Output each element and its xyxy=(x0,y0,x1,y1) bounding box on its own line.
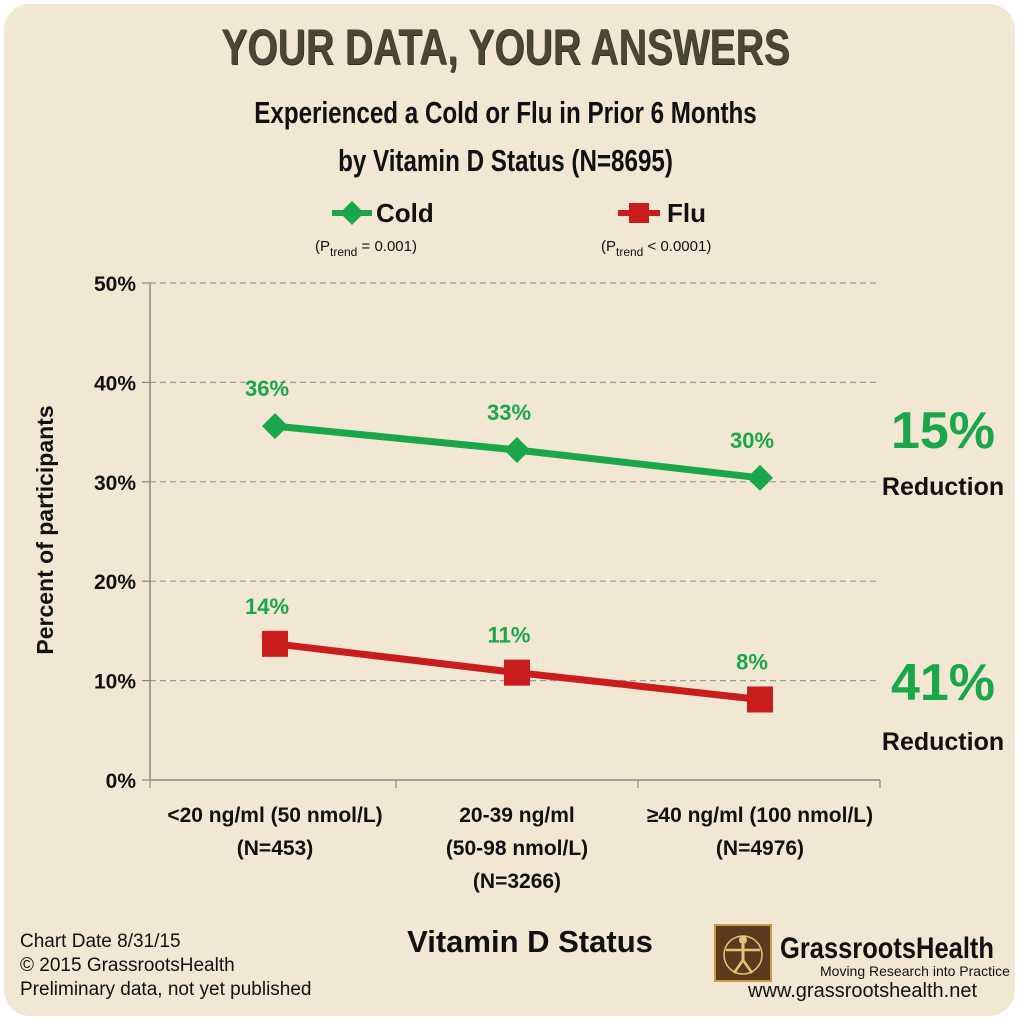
data-label-cold: 36% xyxy=(245,376,289,401)
data-label-cold: 33% xyxy=(487,400,531,425)
x-category-label: ≥40 ng/ml (100 nmol/L) xyxy=(647,804,873,827)
cold-reduction-value: 15% xyxy=(891,402,995,460)
cold-point xyxy=(504,436,530,463)
flu-reduction-value: 41% xyxy=(891,654,995,712)
cold-reduction-label: Reduction xyxy=(882,473,1004,501)
data-label-flu: 8% xyxy=(736,649,768,674)
legend-flu-marker xyxy=(629,203,649,223)
x-axis-title: Vitamin D Status xyxy=(407,924,653,959)
y-tick-label: 20% xyxy=(94,571,136,594)
legend-cold-marker xyxy=(340,201,364,225)
y-tick-label: 0% xyxy=(106,770,137,793)
subtitle-line-1: Experienced a Cold or Flu in Prior 6 Mon… xyxy=(254,95,757,130)
x-category-label: (N=4976) xyxy=(716,837,804,860)
y-tick-label: 10% xyxy=(94,671,136,694)
y-tick-label: 40% xyxy=(94,372,136,395)
flu-point xyxy=(262,630,288,657)
copyright: © 2015 GrassrootsHealth xyxy=(20,955,235,976)
chart-card xyxy=(4,4,1015,1016)
series xyxy=(262,413,773,713)
chart-date: Chart Date 8/31/15 xyxy=(20,931,181,952)
brand-tagline: Moving Research into Practice xyxy=(820,963,1010,979)
vitruvian-man-logo-icon xyxy=(714,924,772,982)
y-tick-label: 50% xyxy=(94,273,136,296)
axes: 0% 10% 20% 30% 40% 50% <20 ng/ml (50 nmol/L) (N… xyxy=(94,273,881,893)
data-label-cold: 30% xyxy=(730,428,774,453)
grid xyxy=(150,282,880,682)
y-axis-title: Percent of participants xyxy=(32,405,58,654)
preliminary-note: Preliminary data, not yet published xyxy=(20,979,312,1000)
main-title: YOUR DATA, YOUR ANSWERS xyxy=(221,19,790,75)
cold-point xyxy=(747,464,773,491)
x-category-label: (50-98 nmol/L) xyxy=(446,837,588,860)
legend-flu-label: Flu xyxy=(667,198,706,228)
brand-name: GrassrootsHealth xyxy=(780,932,994,965)
x-category-label: (N=453) xyxy=(237,837,313,860)
flu-point xyxy=(504,659,530,686)
brand-url[interactable]: www.grassrootshealth.net xyxy=(748,980,978,1002)
legend-cold-ptrend: (Ptrend = 0.001) xyxy=(315,238,417,259)
flu-point xyxy=(747,686,773,713)
legend-flu-ptrend: (Ptrend < 0.0001) xyxy=(601,238,711,259)
y-tick-label: 30% xyxy=(94,472,136,495)
data-labels: 36% 33% 30% 14% 11% 8% xyxy=(245,376,774,674)
x-category-label: 20-39 ng/ml xyxy=(459,804,575,827)
subtitle-line-2: by Vitamin D Status (N=8695) xyxy=(338,143,673,178)
data-label-flu: 11% xyxy=(488,623,531,648)
footer-notes: Chart Date 8/31/15 © 2015 GrassrootsHeal… xyxy=(20,930,312,1002)
x-category-label: (N=3266) xyxy=(473,870,561,893)
legend-cold-label: Cold xyxy=(376,198,434,228)
x-category-label: <20 ng/ml (50 nmol/L) xyxy=(167,804,382,827)
cold-point xyxy=(262,413,288,440)
data-label-flu: 14% xyxy=(245,594,289,619)
flu-reduction-label: Reduction xyxy=(882,728,1004,756)
legend: Cold (Ptrend = 0.001) Flu (Ptrend < 0.00… xyxy=(315,198,711,259)
